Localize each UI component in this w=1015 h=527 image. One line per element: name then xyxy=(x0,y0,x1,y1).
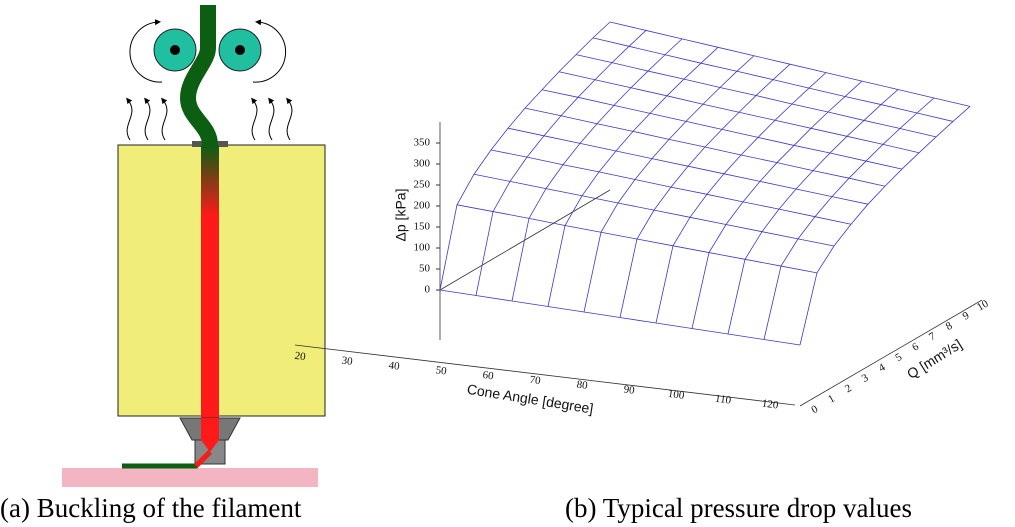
roller-axle xyxy=(235,45,245,55)
z-tick-label: 0 xyxy=(425,284,431,296)
x-tick-label: 110 xyxy=(714,393,732,407)
x-tick-label: 40 xyxy=(388,359,401,372)
z-tick-label: 200 xyxy=(414,200,431,212)
filament xyxy=(179,5,218,147)
y-tick-label: 6 xyxy=(910,340,921,353)
surface-line xyxy=(541,89,903,170)
y-tick-label: 8 xyxy=(944,320,955,333)
surface-line xyxy=(592,37,954,122)
surface-line xyxy=(490,149,852,225)
x-tick-label: 90 xyxy=(623,383,636,396)
caption: (b) Typical pressure drop values xyxy=(565,493,912,523)
surface-line xyxy=(473,173,835,247)
x-tick-label: 100 xyxy=(667,388,686,402)
y-tick-label: 3 xyxy=(860,372,871,385)
z-axis-title: Δp [kPa] xyxy=(393,189,409,242)
x-tick-label: 20 xyxy=(294,350,307,363)
build-plate xyxy=(62,468,318,487)
heat-arrows xyxy=(126,97,293,141)
surface-line xyxy=(439,289,801,346)
melt-tip xyxy=(201,418,219,452)
y-tick-label: 0 xyxy=(809,403,820,416)
x-tick-label: 30 xyxy=(341,355,354,368)
melt-zone xyxy=(201,145,219,430)
x-axis-floor xyxy=(294,344,796,406)
y-tick-label: 2 xyxy=(843,382,854,395)
y-tick-label: 1 xyxy=(826,393,837,406)
caption: (a) Buckling of the filament xyxy=(0,493,302,523)
surface-line xyxy=(524,107,886,187)
surface-line xyxy=(609,21,971,107)
z-tick-label: 50 xyxy=(419,263,431,275)
x-axis-title: Cone Angle [degree] xyxy=(466,381,595,417)
extruder-diagram xyxy=(62,5,326,487)
x-tick-label: 50 xyxy=(435,364,448,377)
z-tick-label: 150 xyxy=(414,221,431,233)
y-tick-label: 4 xyxy=(877,361,888,374)
surface-line xyxy=(439,21,611,291)
x-tick-label: 80 xyxy=(576,379,589,392)
z-tick-label: 350 xyxy=(414,137,431,149)
z-tick-label: 300 xyxy=(414,158,431,170)
heater-block xyxy=(117,144,326,417)
y-tick-label: 5 xyxy=(893,351,904,364)
z-tick-label: 250 xyxy=(414,179,431,191)
surface-line xyxy=(558,71,920,154)
rotation-arrow xyxy=(129,19,163,83)
y-axis-floor xyxy=(799,299,983,407)
roller-axle xyxy=(170,45,180,55)
surface-line xyxy=(507,127,869,205)
x-tick-label: 70 xyxy=(529,374,542,387)
x-tick-label: 60 xyxy=(482,369,495,382)
surface-line xyxy=(456,204,818,274)
y-tick-label: 10 xyxy=(975,297,991,313)
z-tick-label: 100 xyxy=(414,242,431,254)
y-axis-back xyxy=(439,189,611,291)
deposited-melt xyxy=(194,450,212,468)
y-tick-label: 7 xyxy=(927,330,938,343)
y-tick-label: 9 xyxy=(961,309,972,322)
x-tick-label: 120 xyxy=(761,397,780,411)
rotation-arrow xyxy=(252,19,287,83)
surface-line xyxy=(575,54,937,138)
